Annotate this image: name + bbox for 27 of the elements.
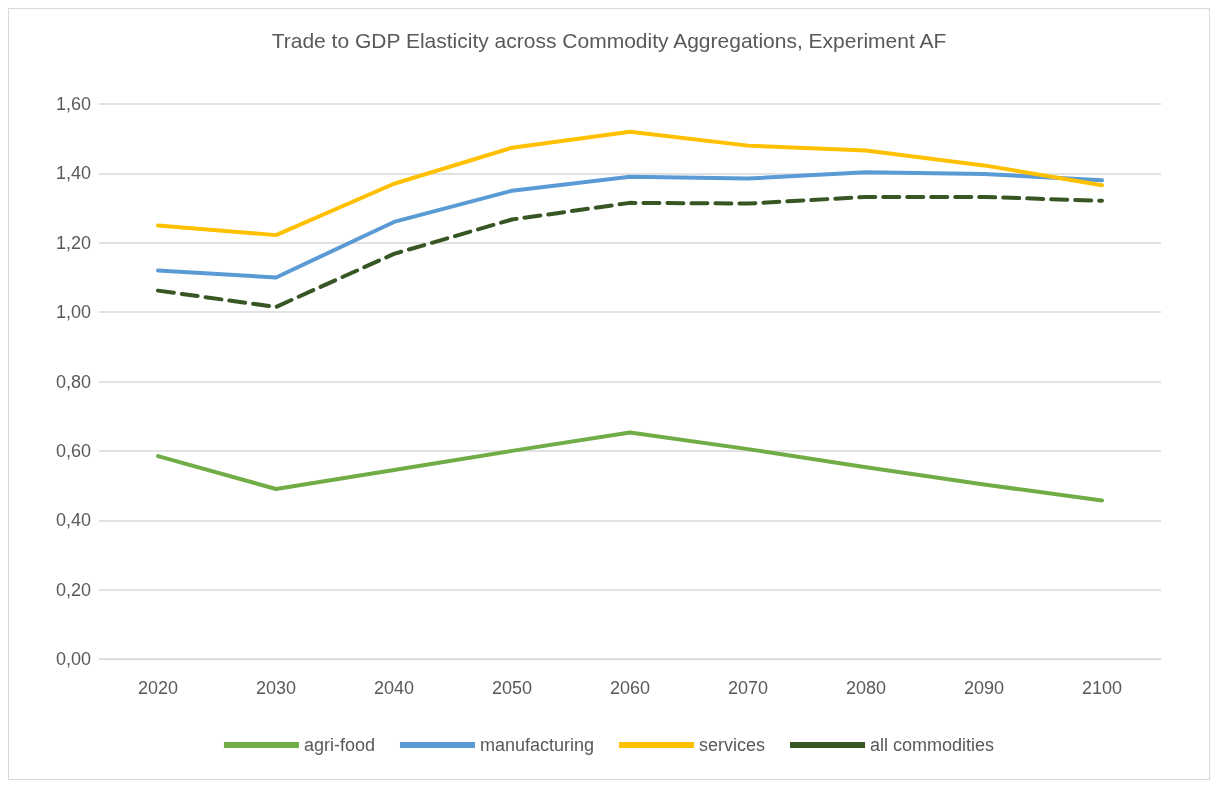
y-tick-label: 0,60 xyxy=(55,440,91,461)
y-tick-label: 0,00 xyxy=(55,649,91,669)
line-series xyxy=(156,194,1104,309)
y-tick-label: 1,60 xyxy=(55,94,91,114)
x-tick-label: 2040 xyxy=(373,678,415,698)
x-tick-label: 2090 xyxy=(963,678,1005,698)
y-tick-label: 0,40 xyxy=(55,510,91,531)
y-tick-label: 0,80 xyxy=(55,371,91,392)
x-tick-label: 2020 xyxy=(137,678,179,698)
line-series xyxy=(156,430,1104,503)
chart-title: Trade to GDP Elasticity across Commodity Aggregations, Experiment AF xyxy=(271,29,947,52)
legend-label: manufacturing xyxy=(479,735,595,755)
legend-label: agri-food xyxy=(303,735,375,755)
y-tick-label: 1,00 xyxy=(55,302,91,323)
legend-label: all commodities xyxy=(870,735,995,755)
x-tick-label: 2100 xyxy=(1081,678,1123,698)
x-tick-label: 2030 xyxy=(255,678,297,698)
legend-label: services xyxy=(699,735,766,755)
x-tick-label: 2050 xyxy=(491,678,533,698)
line-series xyxy=(156,129,1104,238)
line-series xyxy=(156,170,1104,280)
y-tick-label: 1,20 xyxy=(55,232,91,253)
y-tick-label: 1,40 xyxy=(55,163,91,184)
x-tick-label: 2080 xyxy=(845,678,887,698)
x-tick-label: 2070 xyxy=(727,678,769,698)
x-tick-label: 2060 xyxy=(609,678,651,698)
y-tick-label: 0,20 xyxy=(55,579,91,600)
